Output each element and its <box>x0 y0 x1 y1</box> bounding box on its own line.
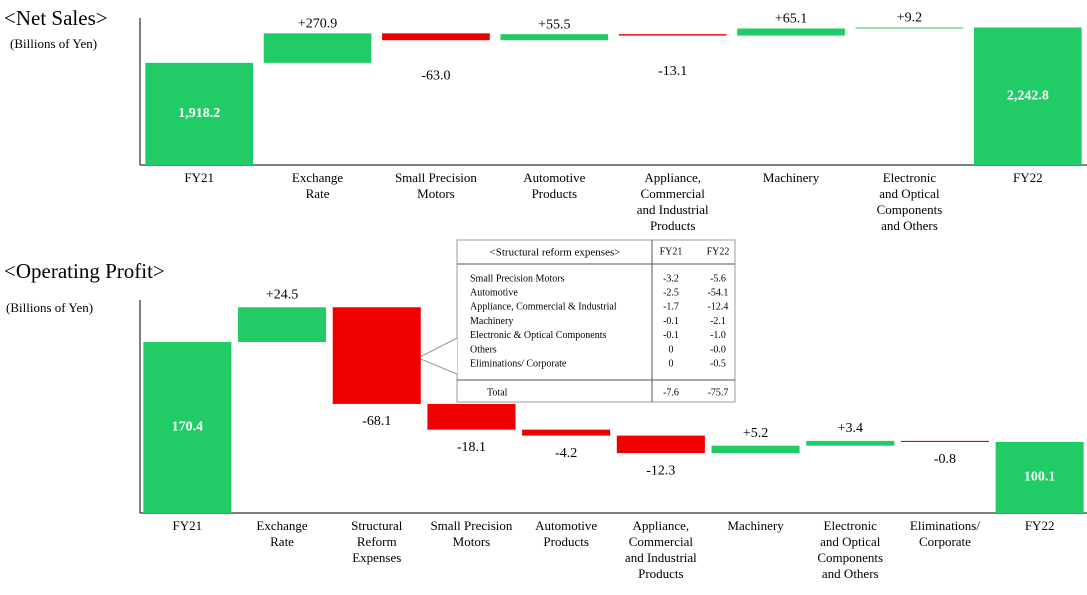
table-cell: -1.7 <box>663 302 679 313</box>
x-tick-label: Small Precision Motors <box>430 518 513 549</box>
value-label: +9.2 <box>897 11 922 26</box>
bar <box>618 34 727 36</box>
bar <box>238 307 327 343</box>
value-label: +24.5 <box>266 287 298 302</box>
bar <box>711 445 800 454</box>
table-header: FY21 <box>660 246 683 257</box>
value-label: +270.9 <box>298 17 337 32</box>
bar <box>143 342 232 513</box>
value-label: -12.3 <box>646 463 675 478</box>
bar <box>332 307 421 404</box>
value-label: 170.4 <box>172 420 204 435</box>
table-title: <Structural reform expenses> <box>490 247 621 259</box>
y-axis-label: (Billions of Yen) <box>6 300 93 315</box>
table-cell: -54.1 <box>708 287 729 298</box>
table-total: Total <box>487 387 508 398</box>
table-cell: -0.1 <box>663 330 679 341</box>
bar <box>382 33 490 41</box>
bar <box>855 27 964 29</box>
x-tick-label: Structural Reform Expenses <box>351 518 403 565</box>
x-tick-label: Appliance, Commercial and Industrial Pro… <box>636 170 709 233</box>
bar <box>995 441 1084 513</box>
table-cell: -3.2 <box>663 273 679 284</box>
x-tick-label: FY21 <box>172 518 203 533</box>
x-tick-label: Exchange Rate <box>291 170 344 201</box>
table-cell: -0.1 <box>663 316 679 327</box>
chart-title: <Operating Profit> <box>4 259 165 283</box>
x-tick-label: Electronic and Optical Components and Ot… <box>876 170 943 233</box>
table-cell: 0 <box>669 344 674 355</box>
value-label: -0.8 <box>934 452 956 467</box>
x-tick-label: Machinery <box>727 518 784 533</box>
table-cell: -2.5 <box>663 287 679 298</box>
value-label: +55.5 <box>538 17 570 32</box>
bar <box>806 440 895 446</box>
table-cell: Electronic & Optical Components <box>470 330 606 341</box>
bar <box>973 27 1082 165</box>
x-tick-label: Automotive Products <box>523 170 586 201</box>
x-tick-label: Automotive Products <box>535 518 598 549</box>
value-label: 1,918.2 <box>178 106 220 121</box>
x-tick-label: FY21 <box>184 170 214 185</box>
table-total: -75.7 <box>708 387 729 398</box>
bar <box>263 33 372 63</box>
table-box <box>456 239 736 403</box>
bar <box>145 62 254 166</box>
value-label: -13.1 <box>658 64 687 79</box>
table-cell: -1.0 <box>710 330 726 341</box>
value-label: -4.2 <box>555 446 577 461</box>
value-label: -68.1 <box>362 414 391 429</box>
x-tick-label: FY22 <box>1024 518 1055 533</box>
table-cell: Small Precision Motors <box>470 273 565 284</box>
table-cell: -0.0 <box>710 344 726 355</box>
bar <box>616 435 705 454</box>
x-tick-label: Appliance, Commercial and Industrial Pro… <box>624 518 697 581</box>
x-tick-label: Machinery <box>762 170 820 185</box>
table-cell: Appliance, Commercial & Industrial <box>470 302 617 313</box>
value-label: 2,242.8 <box>1007 88 1049 103</box>
x-tick-label: Electronic and Optical Components and Ot… <box>817 518 884 581</box>
x-tick-label: Small Precision Motors <box>394 170 477 201</box>
value-label: -18.1 <box>457 440 486 455</box>
table-total: -7.6 <box>663 387 679 398</box>
x-tick-label: FY22 <box>1013 170 1043 185</box>
table-cell: Others <box>470 344 497 355</box>
table-cell: Machinery <box>470 316 513 327</box>
y-axis-label: (Billions of Yen) <box>10 36 97 51</box>
bar <box>500 34 609 41</box>
bar <box>522 429 611 436</box>
table-cell: -5.6 <box>710 273 726 284</box>
value-label: 100.1 <box>1024 470 1056 485</box>
value-label: +65.1 <box>775 12 807 27</box>
x-tick-label: Eliminations/ Corporate <box>909 518 980 549</box>
table-cell: -0.5 <box>710 358 726 369</box>
value-label: -63.0 <box>421 68 450 83</box>
value-label: +5.2 <box>743 426 768 441</box>
table-cell: -12.4 <box>708 302 729 313</box>
bar <box>427 403 516 430</box>
table-cell: Automotive <box>470 287 518 298</box>
x-tick-label: Exchange Rate <box>256 518 308 549</box>
callout-pointer <box>416 337 458 375</box>
bar <box>737 28 845 36</box>
table-cell: -2.1 <box>710 316 726 327</box>
bar <box>900 440 989 442</box>
table-cell: 0 <box>669 358 674 369</box>
value-label: +3.4 <box>838 421 863 436</box>
chart-title: <Net Sales> <box>4 6 108 30</box>
table-cell: Eliminations/ Corporate <box>470 358 567 369</box>
table-header: FY22 <box>707 246 730 257</box>
